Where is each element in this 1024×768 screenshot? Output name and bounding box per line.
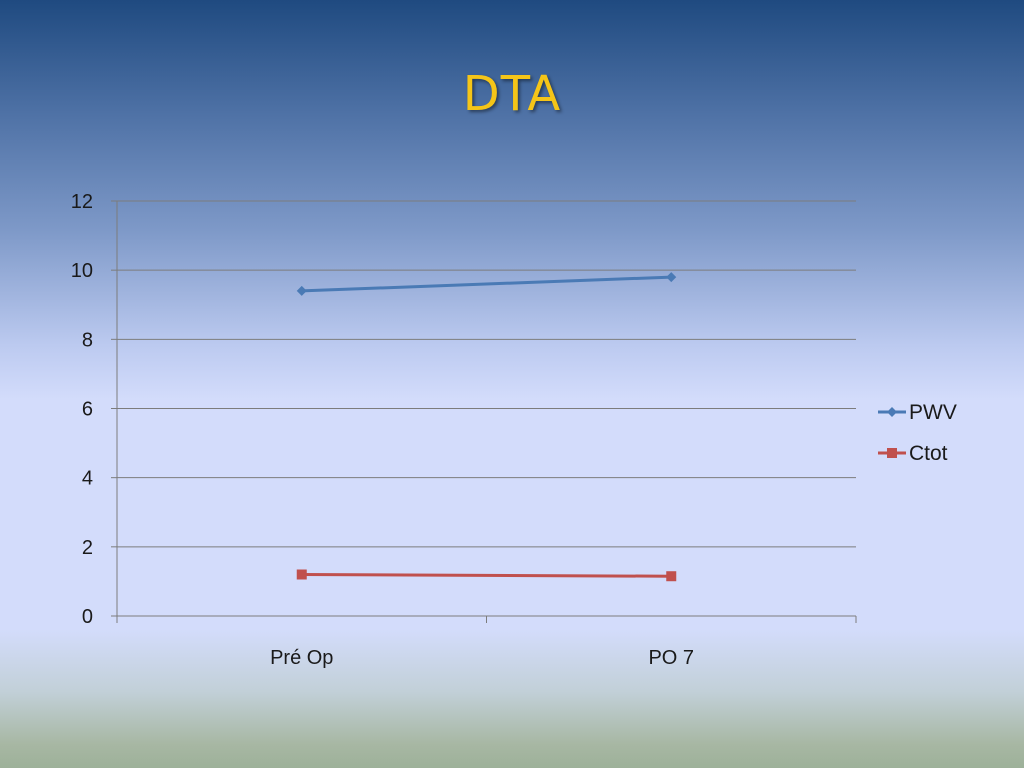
slide-title: DTA (462, 66, 562, 122)
series-ctot (296, 569, 677, 582)
y-tick-label: 10 (71, 260, 93, 282)
y-tick-label: 8 (82, 329, 93, 351)
legend-swatch-marker (887, 448, 897, 458)
data-point (666, 571, 677, 582)
series-pwv (296, 272, 677, 296)
y-tick-label: 12 (71, 191, 93, 213)
y-tick-label: 4 (82, 468, 93, 490)
y-axis-ticks: 0 2 4 6 8 10 12 (71, 191, 117, 628)
x-tick-label: PO 7 (648, 647, 694, 669)
data-point (296, 569, 307, 580)
legend-label: PWV (909, 401, 957, 424)
series-line-ctot (301, 573, 672, 578)
series-line-pwv (301, 275, 672, 293)
y-tick-label: 0 (82, 606, 93, 628)
series-group (296, 272, 677, 582)
y-tick-label: 2 (82, 537, 93, 559)
x-tick-label: Pré Op (270, 647, 333, 669)
legend-swatch-marker (887, 407, 897, 417)
data-point (666, 272, 677, 283)
x-axis-ticks: Pré Op PO 7 (116, 616, 857, 669)
legend-label: Ctot (909, 442, 948, 465)
gridlines (117, 200, 856, 548)
legend-item-ctot: Ctot (878, 442, 948, 465)
data-point (296, 285, 307, 296)
legend: PWV Ctot (878, 401, 957, 465)
legend-item-pwv: PWV (878, 401, 957, 424)
y-tick-label: 6 (82, 399, 93, 421)
